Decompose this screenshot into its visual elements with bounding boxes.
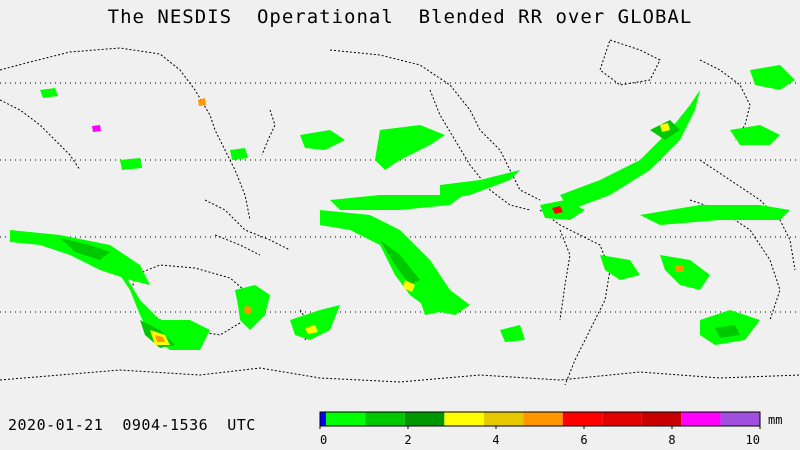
timestamp-label: 2020-01-21 0904-1536 UTC [8, 416, 256, 434]
color-scale-tick-label: 8 [668, 433, 675, 447]
color-swatch [523, 412, 563, 426]
color-scale-tick-label: 6 [580, 433, 587, 447]
rain-band [380, 240, 420, 285]
rain-band [500, 325, 525, 342]
color-swatch [641, 412, 682, 426]
rain-band [552, 206, 563, 214]
rain-band [540, 200, 585, 220]
rain-band [120, 158, 142, 170]
rain-band [230, 148, 248, 160]
color-swatch [602, 412, 642, 426]
color-scale-unit: mm [768, 413, 782, 427]
rain-band [660, 123, 670, 132]
rain-band [750, 65, 795, 90]
rain-band [403, 280, 415, 292]
color-swatch [404, 412, 445, 426]
color-swatch [483, 412, 524, 426]
rain-band [600, 255, 640, 280]
color-swatch [562, 412, 603, 426]
rain-band [330, 190, 470, 210]
color-scale-tick-label: 10 [746, 433, 760, 447]
rain-band [80, 245, 210, 350]
rain-band [420, 295, 450, 315]
color-scale-swatches [320, 412, 760, 426]
color-swatch [365, 412, 405, 426]
rain-band [290, 305, 340, 340]
rain-band [235, 285, 270, 330]
rain-band [155, 335, 165, 342]
rain-band [560, 90, 700, 210]
color-scale-tick-label: 0 [320, 433, 327, 447]
rain-band [715, 325, 740, 338]
rain-band [198, 98, 206, 106]
rain-band [305, 325, 318, 334]
rain-band [730, 125, 780, 145]
rain-band [640, 205, 790, 225]
rain-band [40, 88, 58, 98]
color-swatch [320, 412, 326, 426]
rain-band [675, 265, 684, 272]
rain-band [244, 305, 252, 315]
rain-band [92, 125, 101, 132]
rain-band [375, 125, 445, 170]
map-title: The NESDIS Operational Blended RR over G… [107, 6, 693, 28]
color-swatch [720, 412, 760, 426]
color-swatch [681, 412, 721, 426]
color-scale-tick-label: 4 [492, 433, 499, 447]
color-scale-legend: 0 2 4 6 8 10 mm [319, 411, 782, 447]
rain-rate-map [0, 39, 800, 386]
color-swatch [444, 412, 484, 426]
precipitation-areas [10, 65, 795, 350]
rain-band [60, 238, 110, 260]
color-scale-tick-label: 2 [404, 433, 411, 447]
color-swatch [326, 412, 366, 426]
rain-band [660, 255, 710, 290]
rain-band [10, 230, 150, 285]
color-scale-ticks: 0 2 4 6 8 10 [319, 426, 761, 447]
color-scale-frame [319, 411, 761, 427]
rain-band [300, 130, 345, 150]
